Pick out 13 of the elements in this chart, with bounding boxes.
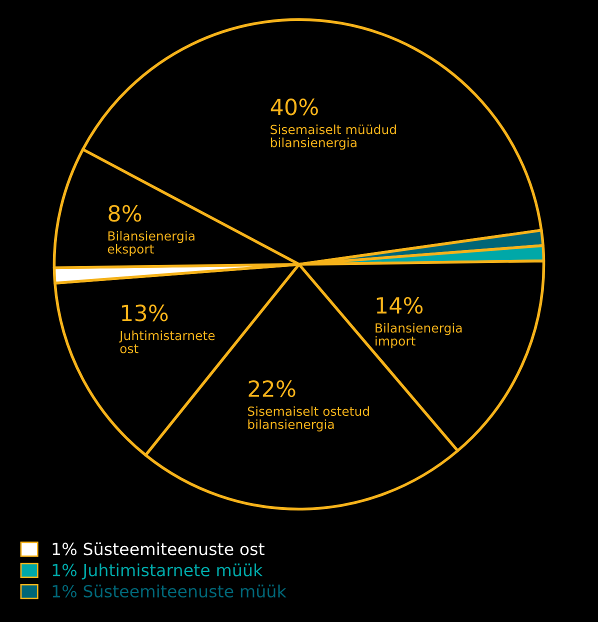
slice-label: Juhtimistarnete ost [118, 330, 215, 354]
data-label: 14% [376, 296, 423, 314]
slice-label: Sisemaiselt ostetud bilansienergia [248, 406, 369, 432]
data-label: 13% [122, 304, 168, 322]
data-label: 8% [108, 204, 142, 222]
data-label: 40% [270, 98, 318, 116]
slice-label: Bilansienergia eksport [108, 230, 194, 256]
data-label: 22% [248, 380, 296, 398]
legend-label: 1% Juhtimistarnete müük [52, 564, 263, 580]
legend-label: 1% Süsteemiteenuste müük [52, 584, 286, 598]
slice-label: Bilansienergia import [376, 322, 462, 348]
legend-label: 1% Süsteemiteenuste ost [52, 542, 264, 556]
slice-label: Sisemaiselt müüdud bilansienergia [270, 124, 396, 150]
